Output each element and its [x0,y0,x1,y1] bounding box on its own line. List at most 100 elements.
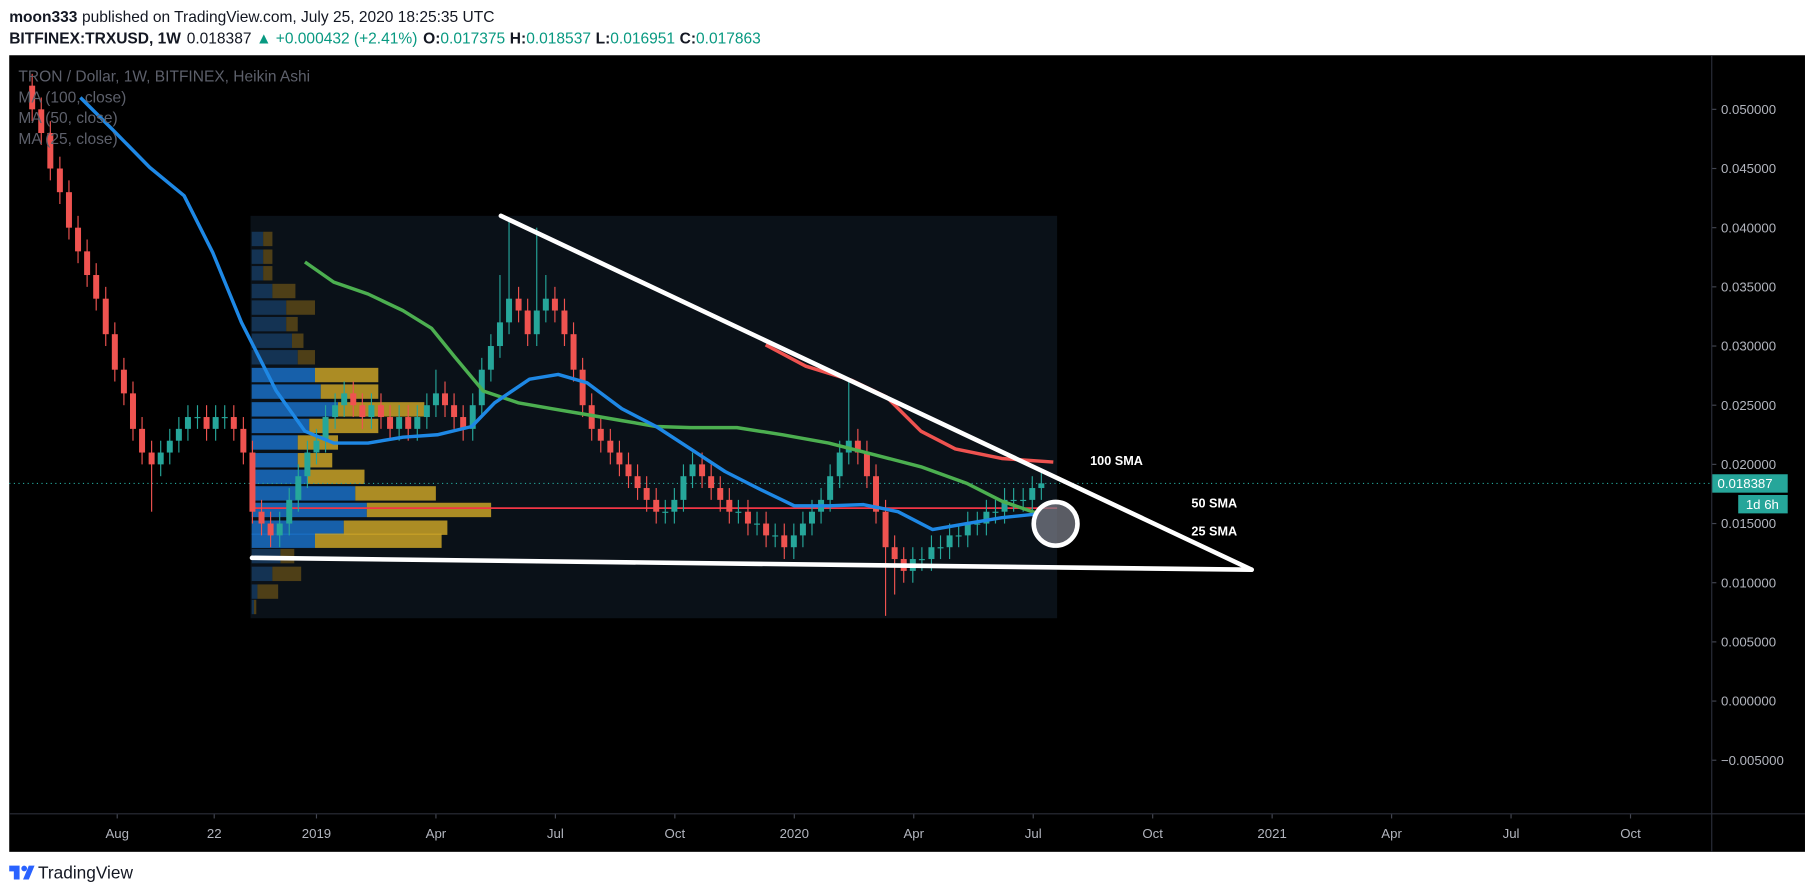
candle-body [496,322,503,347]
candle-body [194,417,201,419]
ohlc-value: 0.017375 [440,31,505,48]
candle-body [47,133,54,169]
x-tick-label: Aug [105,826,129,841]
candle-body [368,405,375,418]
symbol-line: BITFINEX:TRXUSD, 1W 0.018387 ▲ +0.000432 (… [9,31,761,48]
candle-body [882,511,889,548]
candle-body [625,464,632,477]
ohlc-value: 0.018537 [526,31,591,48]
volume-up [251,266,264,281]
candle-body [689,464,696,477]
candle-body [396,417,403,429]
candle-body [790,535,797,548]
x-tick-label: Jul [1503,826,1520,841]
volume-up [251,231,264,247]
volume-up [251,402,339,417]
x-tick-label: Oct [1142,826,1163,841]
volume-down [343,520,448,535]
candle-body [1038,483,1045,489]
annotation: 50 SMA [1191,497,1237,511]
ohlc-value: 0.017863 [696,31,761,48]
candle-body [863,452,870,477]
x-tick-label: Jul [1025,826,1042,841]
candle-body [432,393,439,406]
x-tick-label: 2020 [780,826,809,841]
volume-up [251,333,292,348]
volume-down [314,367,379,383]
ohlc-label: O: [423,31,440,48]
candle-body [533,310,540,335]
candle-body [827,476,834,500]
candle-body [341,393,348,406]
volume-up [251,533,315,548]
candle-body [754,523,761,525]
candle-body [405,417,412,429]
x-tick-label: Apr [426,826,447,841]
x-tick-label: Apr [903,826,924,841]
y-tick-label: 0.005000 [1721,634,1776,649]
plot-layer: 0.050000 0.045000 0.040000 0.035000 0.030000… [9,73,1788,841]
candle-body [542,298,549,311]
volume-down [263,231,273,247]
volume-down [286,300,315,315]
annotation: 100 SMA [1090,454,1143,468]
volume-up [251,453,298,468]
moving-average [764,343,1054,464]
volume-down [272,283,296,299]
volume-down [257,584,279,599]
candle-body [992,511,999,513]
y-tick-label: 0.040000 [1721,220,1776,235]
candle-body [717,488,724,500]
trendline [249,555,1254,572]
candle-body [203,417,210,429]
volume-down [297,453,333,468]
y-tick-label: 0.045000 [1721,161,1776,176]
y-tick-label: 0.025000 [1721,398,1776,413]
candle-body [286,499,293,524]
trendline [498,213,1254,572]
candle-body [918,559,925,561]
published: published on TradingView.com, July 25, 2… [82,9,494,26]
candle-body [29,85,36,110]
candle-body [570,334,577,370]
volume-down [272,566,302,582]
candle-body [643,488,650,500]
candle-body [56,168,63,193]
candle-body [634,476,641,489]
symbol: BITFINEX:TRXUSD, 1W [9,31,181,48]
candle-body [744,511,751,524]
candle-body [423,405,430,418]
candle-body [377,405,384,418]
candle-body [1020,499,1027,502]
candle-body [487,346,494,370]
annotation: 25 SMA [1191,524,1237,538]
x-tick-label: Oct [665,826,686,841]
volume-down [263,266,273,281]
volume-up [251,300,287,315]
last-price-box [1711,474,1788,493]
candle-body [129,393,136,429]
highlight-circle [1031,499,1080,548]
ohlc-label: H: [510,31,526,48]
candle-body [212,417,219,429]
candle-body [322,417,329,441]
candle-body [579,369,586,406]
candle-body [928,547,935,560]
candle-body [808,511,815,524]
candle-body [1010,499,1017,502]
candle-body [359,405,366,418]
y-tick-label: 0.020000 [1721,457,1776,472]
volume-up [251,486,356,501]
candle-body [726,499,733,512]
candle-body [304,452,311,477]
candle-body [671,499,678,512]
candle-body [708,476,715,489]
candle-body [974,523,981,525]
candle-body [38,109,45,134]
ohlc-label: L: [596,31,611,48]
volume-up [251,566,273,582]
change: ▲ +0.000432 (+2.41%) [256,31,417,48]
candle-body [1029,488,1036,500]
candle-body [175,428,182,441]
candle-body [653,499,660,512]
